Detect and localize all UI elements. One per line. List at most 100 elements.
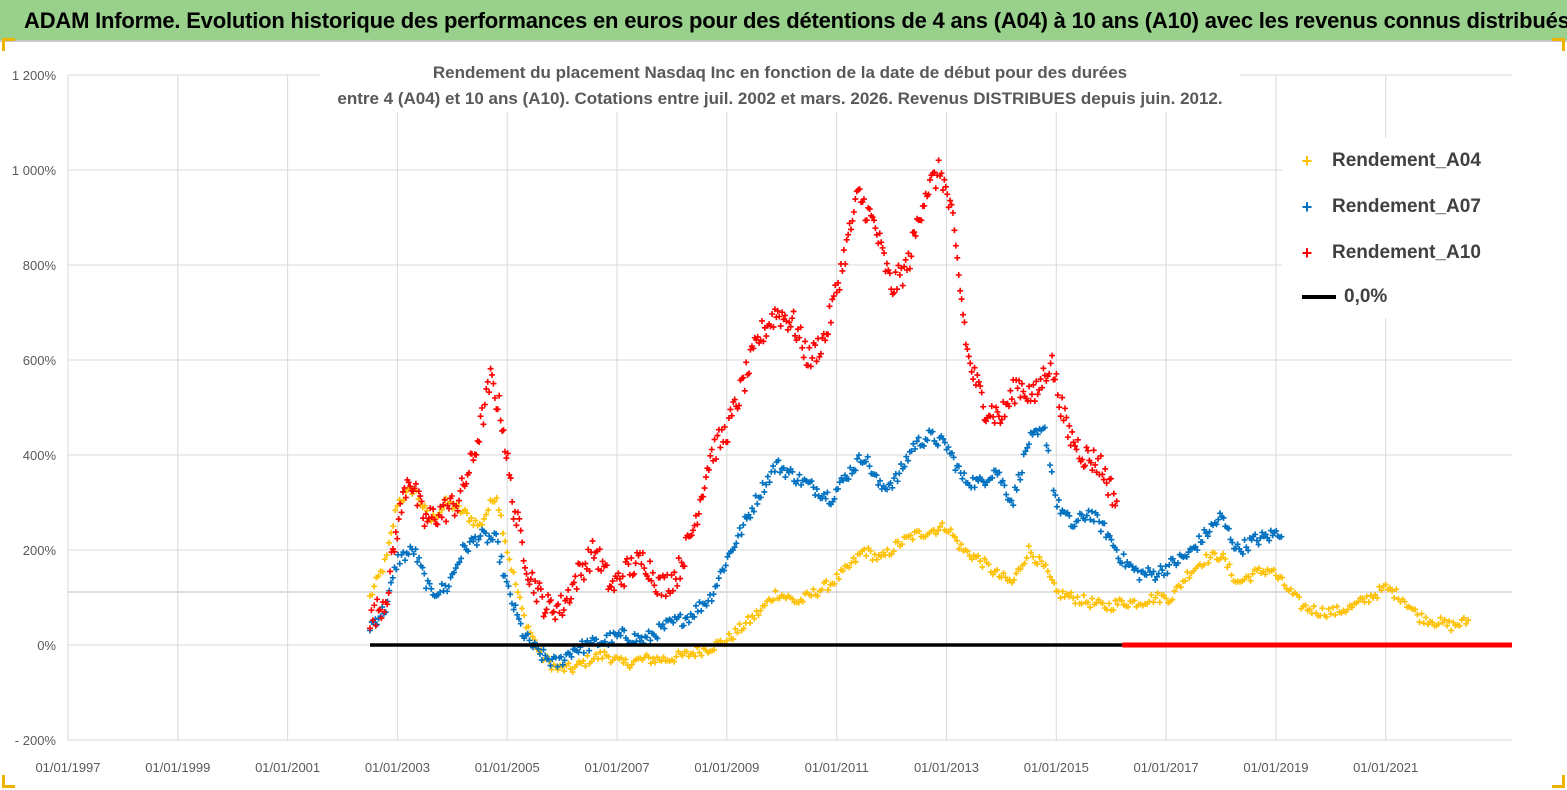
point-rendement-a07 <box>763 481 770 488</box>
point-rendement-a07 <box>538 657 545 664</box>
point-rendement-a04 <box>690 650 697 657</box>
point-rendement-a07 <box>969 474 976 481</box>
point-rendement-a10 <box>598 567 605 574</box>
point-rendement-a07 <box>456 559 463 566</box>
point-rendement-a04 <box>692 653 699 660</box>
point-rendement-a07 <box>412 546 419 553</box>
point-rendement-a07 <box>910 440 917 447</box>
point-rendement-a10 <box>957 287 964 294</box>
point-rendement-a04 <box>497 512 504 519</box>
point-rendement-a04 <box>1078 600 1085 607</box>
point-rendement-a07 <box>685 619 692 626</box>
point-rendement-a04 <box>504 549 511 556</box>
point-rendement-a04 <box>975 552 982 559</box>
point-rendement-a10 <box>430 506 437 513</box>
point-rendement-a07 <box>1241 536 1248 543</box>
point-rendement-a04 <box>1169 596 1176 603</box>
point-rendement-a07 <box>1134 567 1141 574</box>
point-rendement-a10 <box>796 334 803 341</box>
point-rendement-a07 <box>517 620 524 627</box>
point-rendement-a04 <box>1228 572 1235 579</box>
point-rendement-a04 <box>848 559 855 566</box>
point-rendement-a07 <box>452 565 459 572</box>
point-rendement-a04 <box>567 665 574 672</box>
point-rendement-a04 <box>1038 558 1045 565</box>
point-rendement-a04 <box>1420 620 1427 627</box>
point-rendement-a07 <box>889 484 896 491</box>
point-rendement-a10 <box>1079 456 1086 463</box>
point-rendement-a07 <box>848 470 855 477</box>
point-rendement-a04 <box>438 506 445 513</box>
point-rendement-a10 <box>395 516 402 523</box>
point-rendement-a10 <box>1039 384 1046 391</box>
point-rendement-a10 <box>559 612 566 619</box>
point-rendement-a07 <box>1043 442 1050 449</box>
point-rendement-a07 <box>444 588 451 595</box>
legend-item-a07: + Rendement_A07 <box>1282 192 1481 222</box>
point-rendement-a04 <box>1089 595 1096 602</box>
point-rendement-a04 <box>514 589 521 596</box>
point-rendement-a10 <box>509 498 516 505</box>
point-rendement-a07 <box>1204 533 1211 540</box>
point-rendement-a04 <box>626 664 633 671</box>
point-rendement-a10 <box>942 183 949 190</box>
point-rendement-a04 <box>1270 566 1277 573</box>
point-rendement-a10 <box>540 613 547 620</box>
point-rendement-a04 <box>734 629 741 636</box>
point-rendement-a07 <box>1194 547 1201 554</box>
point-rendement-a04 <box>512 581 519 588</box>
point-rendement-a04 <box>1365 599 1372 606</box>
point-rendement-a04 <box>671 658 678 665</box>
point-rendement-a04 <box>1177 584 1184 591</box>
point-rendement-a07 <box>1136 576 1143 583</box>
point-rendement-a10 <box>527 576 534 583</box>
point-rendement-a10 <box>879 244 886 251</box>
point-rendement-a10 <box>434 521 441 528</box>
point-rendement-a07 <box>1227 536 1234 543</box>
point-rendement-a04 <box>628 661 635 668</box>
point-rendement-a04 <box>744 613 751 620</box>
legend-item-zero: 0,0% <box>1282 282 1387 312</box>
point-rendement-a04 <box>825 587 832 594</box>
point-rendement-a04 <box>1211 550 1218 557</box>
point-rendement-a07 <box>424 577 431 584</box>
point-rendement-a07 <box>494 538 501 545</box>
point-rendement-a04 <box>462 506 469 513</box>
point-rendement-a07 <box>1203 530 1210 537</box>
point-rendement-a07 <box>1018 469 1025 476</box>
point-rendement-a04 <box>483 511 490 518</box>
point-rendement-a04 <box>466 518 473 525</box>
point-rendement-a10 <box>876 230 883 237</box>
point-rendement-a10 <box>707 452 714 459</box>
point-rendement-a10 <box>724 438 731 445</box>
point-rendement-a07 <box>901 463 908 470</box>
point-rendement-a10 <box>901 263 908 270</box>
point-rendement-a10 <box>1082 462 1089 469</box>
point-rendement-a10 <box>536 580 543 587</box>
point-rendement-a07 <box>1253 537 1260 544</box>
point-rendement-a10 <box>529 569 536 576</box>
point-rendement-a07 <box>421 570 428 577</box>
point-rendement-a04 <box>1201 561 1208 568</box>
point-rendement-a10 <box>1064 434 1071 441</box>
point-rendement-a04 <box>472 517 479 524</box>
point-rendement-a10 <box>927 176 934 183</box>
point-rendement-a10 <box>991 419 998 426</box>
point-rendement-a10 <box>377 606 384 613</box>
point-rendement-a07 <box>677 611 684 618</box>
point-rendement-a04 <box>1332 611 1339 618</box>
point-rendement-a10 <box>961 319 968 326</box>
corner-mark <box>1552 38 1565 51</box>
point-rendement-a10 <box>466 469 473 476</box>
point-rendement-a04 <box>1414 611 1421 618</box>
point-rendement-a04 <box>584 652 591 659</box>
point-rendement-a10 <box>441 496 448 503</box>
point-rendement-a10 <box>671 569 678 576</box>
point-rendement-a07 <box>764 473 771 480</box>
point-rendement-a07 <box>780 464 787 471</box>
point-rendement-a10 <box>817 350 824 357</box>
point-rendement-a10 <box>740 374 747 381</box>
point-rendement-a07 <box>680 622 687 629</box>
point-rendement-a07 <box>568 653 575 660</box>
point-rendement-a07 <box>771 468 778 475</box>
